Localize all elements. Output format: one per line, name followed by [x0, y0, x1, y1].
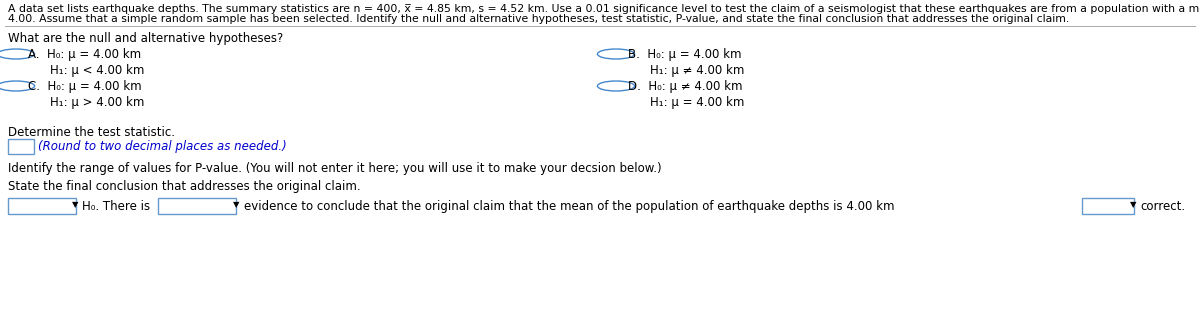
Text: A data set lists earthquake depths. The summary statistics are n = 400, x̅ = 4.8: A data set lists earthquake depths. The … — [8, 4, 1200, 14]
Text: ▼: ▼ — [1130, 200, 1136, 209]
FancyBboxPatch shape — [1082, 198, 1134, 214]
Text: H₀. There is: H₀. There is — [82, 200, 150, 213]
FancyBboxPatch shape — [158, 198, 236, 214]
Text: H₁: μ > 4.00 km: H₁: μ > 4.00 km — [50, 96, 144, 109]
Text: H₁: μ ≠ 4.00 km: H₁: μ ≠ 4.00 km — [650, 64, 744, 77]
Text: What are the null and alternative hypotheses?: What are the null and alternative hypoth… — [8, 32, 283, 45]
Text: H₁: μ = 4.00 km: H₁: μ = 4.00 km — [650, 96, 744, 109]
Text: 4.00. Assume that a simple random sample has been selected. Identify the null an: 4.00. Assume that a simple random sample… — [8, 14, 1069, 24]
Text: Determine the test statistic.: Determine the test statistic. — [8, 126, 175, 139]
Text: correct.: correct. — [1140, 200, 1186, 213]
Text: evidence to conclude that the original claim that the mean of the population of : evidence to conclude that the original c… — [244, 200, 894, 213]
Text: ▼: ▼ — [233, 200, 240, 209]
Text: H₁: μ < 4.00 km: H₁: μ < 4.00 km — [50, 64, 144, 77]
Text: A.  H₀: μ = 4.00 km: A. H₀: μ = 4.00 km — [28, 48, 142, 61]
Text: ▼: ▼ — [72, 200, 78, 209]
Text: B.  H₀: μ = 4.00 km: B. H₀: μ = 4.00 km — [628, 48, 742, 61]
Text: D.  H₀: μ ≠ 4.00 km: D. H₀: μ ≠ 4.00 km — [628, 80, 743, 93]
Text: C.  H₀: μ = 4.00 km: C. H₀: μ = 4.00 km — [28, 80, 142, 93]
Text: State the final conclusion that addresses the original claim.: State the final conclusion that addresse… — [8, 180, 361, 193]
Text: (Round to two decimal places as needed.): (Round to two decimal places as needed.) — [38, 140, 287, 153]
FancyBboxPatch shape — [8, 139, 34, 154]
Text: Identify the range of values for P-value. (You will not enter it here; you will : Identify the range of values for P-value… — [8, 162, 661, 175]
FancyBboxPatch shape — [8, 198, 76, 214]
